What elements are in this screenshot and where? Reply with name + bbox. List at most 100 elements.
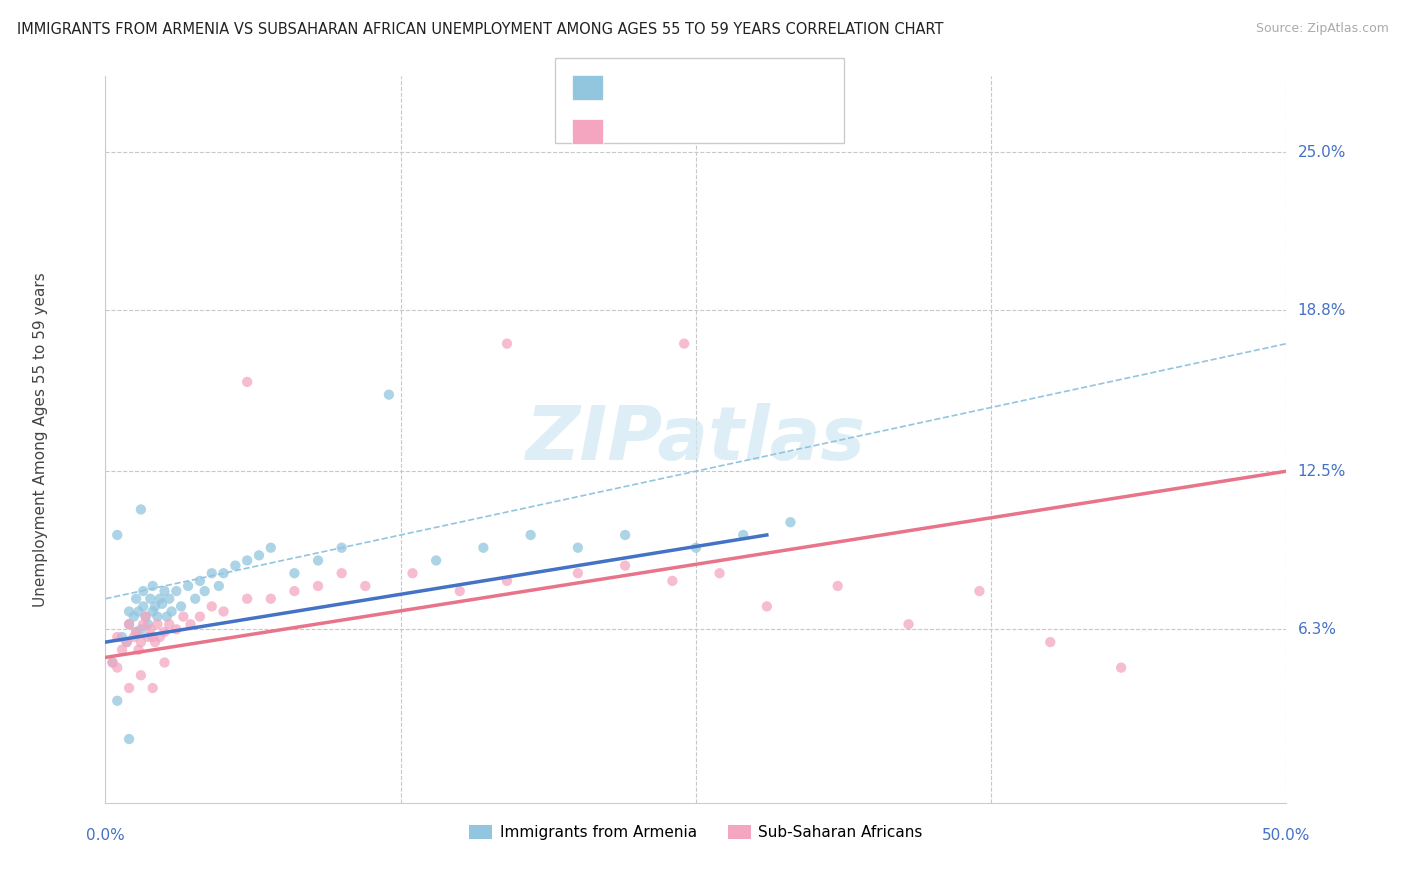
Text: 0.0%: 0.0% [86, 828, 125, 843]
Point [118, 617, 141, 632]
Point [153, 656, 176, 670]
Point [118, 681, 141, 695]
Point [129, 668, 152, 682]
Point [135, 609, 157, 624]
Point [128, 605, 150, 619]
Point [170, 599, 193, 614]
Point [567, 566, 589, 581]
Point [897, 617, 920, 632]
Point [755, 599, 778, 614]
Point [153, 584, 176, 599]
Text: IMMIGRANTS FROM ARMENIA VS SUBSAHARAN AFRICAN UNEMPLOYMENT AMONG AGES 55 TO 59 Y: IMMIGRANTS FROM ARMENIA VS SUBSAHARAN AF… [17, 22, 943, 37]
Point [143, 635, 166, 649]
Point [1039, 635, 1062, 649]
Point [135, 609, 157, 624]
Point [307, 553, 329, 567]
Point [129, 623, 152, 637]
Point [128, 642, 150, 657]
Point [184, 591, 207, 606]
Point [129, 635, 152, 649]
Point [212, 605, 235, 619]
Point [115, 635, 138, 649]
Point [449, 584, 471, 599]
Point [969, 584, 991, 599]
Point [194, 584, 217, 599]
Point [236, 553, 259, 567]
Point [236, 591, 259, 606]
Point [472, 541, 495, 555]
Point [118, 732, 141, 747]
Point [156, 609, 179, 624]
Point [139, 591, 162, 606]
Point [143, 599, 166, 614]
Point [733, 528, 755, 542]
Point [354, 579, 377, 593]
Point [122, 630, 145, 644]
Point [132, 617, 155, 632]
Point [425, 553, 447, 567]
Point [614, 558, 637, 573]
Text: 12.5%: 12.5% [1298, 464, 1346, 479]
Point [136, 630, 159, 644]
Point [177, 579, 200, 593]
Point [208, 579, 231, 593]
Point [101, 656, 124, 670]
Text: ZIPatlas: ZIPatlas [526, 403, 866, 475]
Point [827, 579, 849, 593]
Point [142, 605, 165, 619]
Point [125, 591, 148, 606]
Point [132, 599, 155, 614]
Point [146, 617, 169, 632]
Point [122, 609, 145, 624]
Point [673, 336, 696, 351]
Point [165, 623, 187, 637]
Point [142, 630, 165, 644]
Point [125, 624, 148, 639]
Point [105, 630, 128, 644]
Point [111, 630, 134, 644]
Point [779, 515, 801, 529]
Point [709, 566, 731, 581]
Point [111, 642, 134, 657]
Point [378, 387, 401, 401]
Text: R = 0.304    N = 53: R = 0.304 N = 53 [617, 118, 766, 132]
Point [188, 574, 211, 588]
Point [172, 609, 194, 624]
Point [132, 584, 155, 599]
Point [115, 635, 138, 649]
Point [685, 541, 707, 555]
Point [105, 528, 128, 542]
Point [567, 541, 589, 555]
Text: 6.3%: 6.3% [1298, 622, 1337, 637]
Point [105, 660, 128, 674]
Point [101, 656, 124, 670]
Point [179, 617, 201, 632]
Point [1109, 660, 1132, 674]
Point [260, 591, 283, 606]
Text: Source: ZipAtlas.com: Source: ZipAtlas.com [1256, 22, 1389, 36]
Point [307, 579, 329, 593]
Text: Unemployment Among Ages 55 to 59 years: Unemployment Among Ages 55 to 59 years [32, 272, 48, 607]
Point [201, 599, 224, 614]
Point [146, 609, 169, 624]
Point [283, 584, 305, 599]
Point [212, 566, 235, 581]
Point [496, 574, 519, 588]
Point [149, 591, 172, 606]
Legend: Immigrants from Armenia, Sub-Saharan Africans: Immigrants from Armenia, Sub-Saharan Afr… [463, 819, 929, 846]
Point [165, 584, 187, 599]
Point [136, 617, 159, 632]
Point [224, 558, 246, 573]
Point [260, 541, 283, 555]
Point [401, 566, 423, 581]
Point [614, 528, 637, 542]
Point [188, 609, 211, 624]
Point [139, 623, 162, 637]
Point [153, 624, 176, 639]
Text: 50.0%: 50.0% [1263, 828, 1310, 843]
Point [157, 617, 180, 632]
Point [519, 528, 541, 542]
Point [157, 591, 180, 606]
Point [236, 375, 259, 389]
Point [567, 95, 589, 109]
